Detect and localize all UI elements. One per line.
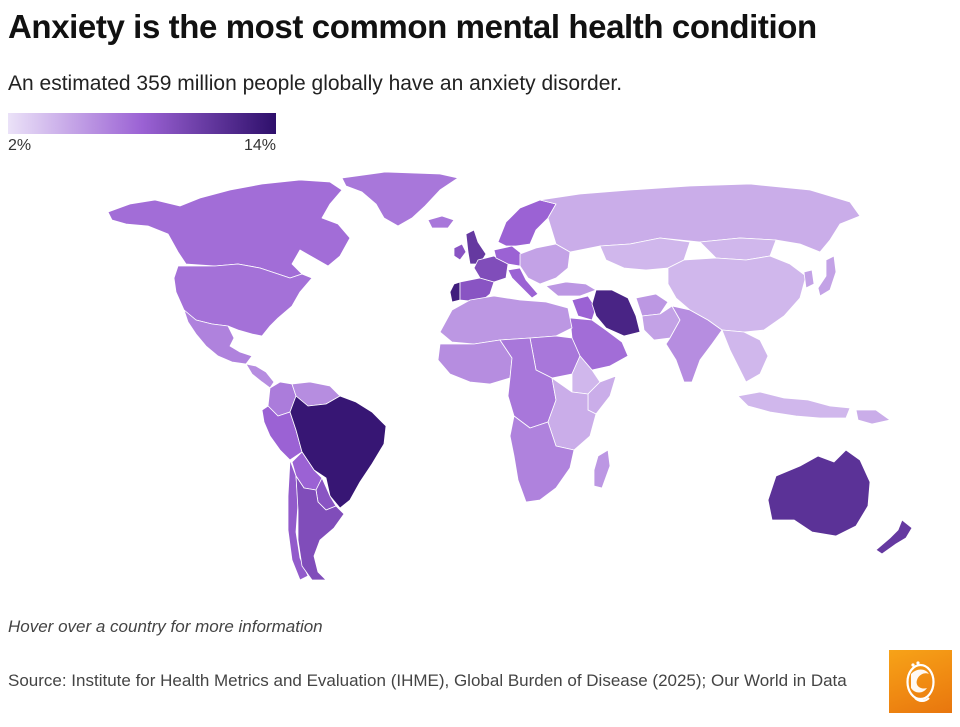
- country-canada[interactable]: [107, 179, 351, 279]
- region-scandinavia[interactable]: [497, 199, 557, 247]
- legend-min-label: 2%: [8, 137, 32, 154]
- country-russia[interactable]: [539, 183, 861, 253]
- country-indonesia[interactable]: [737, 391, 851, 419]
- country-greenland[interactable]: [341, 171, 459, 227]
- region-eastern-europe[interactable]: [519, 243, 571, 285]
- country-mexico[interactable]: [183, 309, 253, 365]
- world-choropleth-map[interactable]: [0, 160, 960, 600]
- country-afghanistan[interactable]: [635, 293, 669, 317]
- country-japan[interactable]: [817, 255, 837, 297]
- country-korea[interactable]: [803, 269, 815, 289]
- country-madagascar[interactable]: [593, 449, 611, 489]
- country-argentina[interactable]: [295, 475, 345, 581]
- country-papua-new-guinea[interactable]: [855, 409, 891, 425]
- region-east-africa[interactable]: [547, 377, 597, 451]
- country-iran[interactable]: [591, 289, 641, 337]
- legend-max-label: 14%: [243, 137, 276, 154]
- country-italy[interactable]: [507, 267, 539, 299]
- country-new-zealand[interactable]: [875, 519, 913, 555]
- hover-hint: Hover over a country for more informatio…: [8, 617, 323, 636]
- country-turkey[interactable]: [545, 281, 597, 297]
- region-southern-africa[interactable]: [509, 415, 575, 503]
- region-central-america[interactable]: [245, 363, 275, 389]
- region-southeast-asia[interactable]: [721, 329, 769, 383]
- source-note: Source: Institute for Health Metrics and…: [8, 671, 847, 690]
- region-north-africa[interactable]: [439, 295, 573, 345]
- country-australia[interactable]: [767, 449, 871, 537]
- page-title: Anxiety is the most common mental health…: [8, 8, 817, 45]
- legend-gradient-bar: [8, 113, 276, 134]
- country-china[interactable]: [667, 255, 807, 333]
- al-jazeera-logo: [889, 650, 952, 713]
- country-ireland[interactable]: [453, 243, 467, 261]
- color-legend: 2% 14%: [8, 113, 276, 157]
- page-subtitle: An estimated 359 million people globally…: [8, 72, 623, 95]
- country-portugal[interactable]: [449, 281, 461, 303]
- country-iceland[interactable]: [427, 215, 455, 229]
- region-west-africa[interactable]: [437, 339, 513, 385]
- country-iraq[interactable]: [571, 295, 597, 321]
